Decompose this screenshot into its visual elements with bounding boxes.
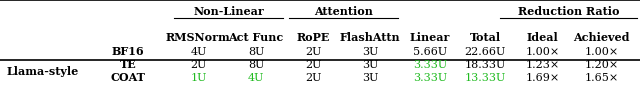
- Text: BF16: BF16: [112, 46, 144, 57]
- Text: 2U: 2U: [190, 60, 207, 70]
- Text: 3U: 3U: [362, 60, 378, 70]
- Text: 1.00×: 1.00×: [525, 47, 560, 57]
- Text: Achieved: Achieved: [573, 32, 630, 43]
- Text: 8U: 8U: [248, 60, 264, 70]
- Text: 2U: 2U: [305, 60, 322, 70]
- Text: RMSNorm: RMSNorm: [166, 32, 231, 43]
- Text: 1U: 1U: [190, 73, 207, 83]
- Text: COAT: COAT: [111, 72, 145, 83]
- Text: 3.33U: 3.33U: [413, 73, 447, 83]
- Text: 5.66U: 5.66U: [413, 47, 447, 57]
- Text: 3U: 3U: [362, 73, 378, 83]
- Text: 3.33U: 3.33U: [413, 60, 447, 70]
- Text: 18.33U: 18.33U: [465, 60, 506, 70]
- Text: Act Func: Act Func: [228, 32, 284, 43]
- Text: Attention: Attention: [314, 6, 373, 17]
- Text: 22.66U: 22.66U: [465, 47, 506, 57]
- Text: 1.65×: 1.65×: [584, 73, 619, 83]
- Text: Llama-style: Llama-style: [6, 66, 79, 77]
- Text: Non-Linear: Non-Linear: [193, 6, 264, 17]
- Text: FlashAttn: FlashAttn: [340, 32, 400, 43]
- Text: Reduction Ratio: Reduction Ratio: [518, 6, 620, 17]
- Text: 4U: 4U: [248, 73, 264, 83]
- Text: 2U: 2U: [305, 73, 322, 83]
- Text: RoPE: RoPE: [297, 32, 330, 43]
- Text: Linear: Linear: [410, 32, 451, 43]
- Text: TE: TE: [120, 59, 136, 70]
- Text: 1.23×: 1.23×: [525, 60, 560, 70]
- Text: 1.69×: 1.69×: [525, 73, 560, 83]
- Text: Total: Total: [470, 32, 500, 43]
- Text: 3U: 3U: [362, 47, 378, 57]
- Text: 2U: 2U: [305, 47, 322, 57]
- Text: 8U: 8U: [248, 47, 264, 57]
- Text: 13.33U: 13.33U: [465, 73, 506, 83]
- Text: 1.00×: 1.00×: [584, 47, 619, 57]
- Text: Ideal: Ideal: [527, 32, 559, 43]
- Text: 1.20×: 1.20×: [584, 60, 619, 70]
- Text: 4U: 4U: [190, 47, 207, 57]
